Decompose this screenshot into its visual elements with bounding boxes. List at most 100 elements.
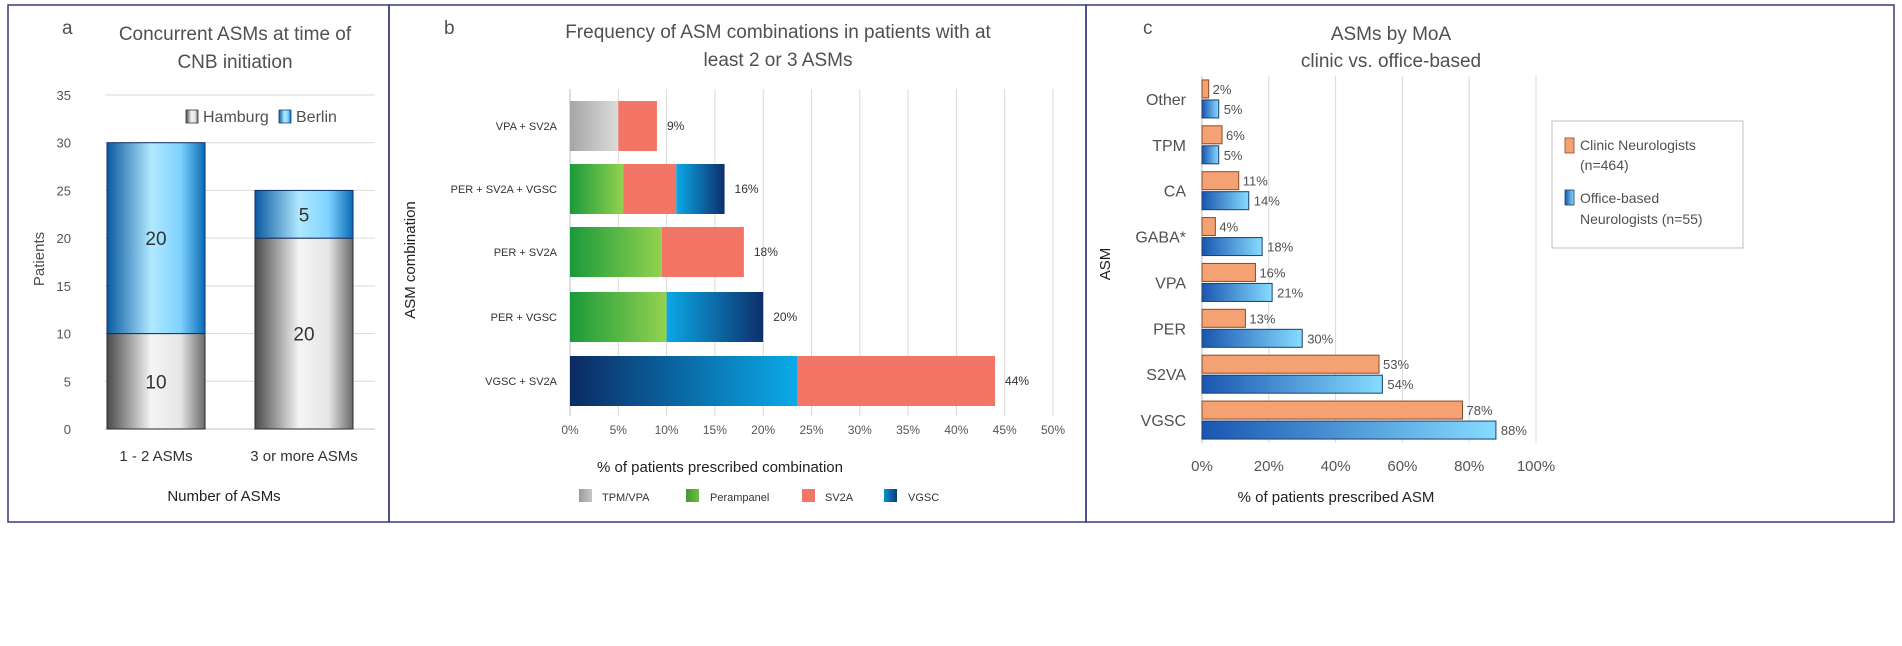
panel-a-y-ticks: 0 5 10 15 20 25 30 35 <box>57 88 71 437</box>
panel-a-title-line-2: CNB initiation <box>177 52 292 73</box>
panel-c-bar-clinic <box>1201 79 1210 99</box>
panel-b-category-label: VGSC + SV2A <box>485 376 558 388</box>
panel-c-category-label: VPA <box>1155 275 1186 292</box>
panel-c-bar-clinic <box>1201 400 1464 420</box>
panel-c-data-label-clinic: 78% <box>1467 403 1493 418</box>
panel-a-bar-berlin <box>254 189 354 239</box>
panel-c-category-label: TPM <box>1152 138 1186 155</box>
panel-c-letter: c <box>1143 18 1153 39</box>
panel-b-category-label: VPA + SV2A <box>496 121 558 133</box>
panel-c-x-ticks: 0% 20% 40% 60% 80% 100% <box>1191 458 1555 475</box>
panel-b-x-tick-label: 30% <box>848 423 872 437</box>
panel-b-bar-segment-vgsc <box>676 164 725 214</box>
panel-c-bar-office <box>1201 237 1263 257</box>
panel-a-title-line-1: Concurrent ASMs at time of <box>119 24 352 45</box>
panel-a-legend: Hamburg Berlin <box>185 109 337 126</box>
legend-perampanel-label: Perampanel <box>710 492 769 504</box>
legend-perampanel-swatch <box>686 489 699 502</box>
panel-c-legend: Clinic Neurologists (n=464) Office-based… <box>1551 120 1744 249</box>
panel-c-bar-clinic <box>1201 125 1223 145</box>
panel-b-x-tick-label: 25% <box>799 423 823 437</box>
panel-a-y-tick-label: 10 <box>57 327 71 342</box>
panel-a-y-tick-label: 0 <box>64 422 71 437</box>
panel-b-letter: b <box>444 18 455 39</box>
panel-b-bar-segment-vgsc <box>570 356 798 406</box>
panel-b-x-tick-label: 20% <box>751 423 775 437</box>
panel-b-title-line-1: Frequency of ASM combinations in patient… <box>565 22 991 43</box>
legend-clinic-label-line-1: Clinic Neurologists <box>1580 137 1696 153</box>
panel-b-bar-segment-sv2a <box>797 356 996 406</box>
panel-c-x-tick-label: 100% <box>1517 458 1555 475</box>
panel-c-title-line-1: ASMs by MoA <box>1331 24 1452 45</box>
panel-c-data-label-clinic: 16% <box>1259 265 1285 280</box>
panel-b-data-label: 9% <box>667 119 685 133</box>
panel-c-bar-office <box>1201 282 1273 302</box>
panel-c-data-label-clinic: 53% <box>1383 357 1409 372</box>
panel-a-x-tick-label: 3 or more ASMs <box>250 448 358 465</box>
legend-clinic-label-line-2: (n=464) <box>1580 157 1629 173</box>
panel-c-bar-office <box>1201 328 1303 348</box>
panel-c-category-label: S2VA <box>1146 367 1186 384</box>
panel-b-bar-segment-perampanel <box>570 164 624 214</box>
panel-c-title-line-2: clinic vs. office-based <box>1301 51 1481 72</box>
panel-c-bar-office <box>1201 420 1497 440</box>
legend-clinic-swatch <box>1564 137 1575 154</box>
panel-b-data-label: 16% <box>735 182 759 196</box>
panel-b-x-tick-label: 15% <box>703 423 727 437</box>
panel-c-x-tick-label: 40% <box>1321 458 1351 475</box>
panel-a-y-tick-label: 30 <box>57 136 71 151</box>
legend-berlin-swatch <box>278 109 292 124</box>
panel-c-frame <box>1085 4 1895 523</box>
legend-sv2a-swatch <box>802 489 815 502</box>
panel-b-bar-segment-vgsc <box>666 292 764 342</box>
panel-c-bar-clinic <box>1201 354 1380 374</box>
legend-berlin-label: Berlin <box>296 109 337 126</box>
panel-b-bar-segment-perampanel <box>570 292 667 342</box>
panel-c-data-label-office: 30% <box>1307 331 1333 346</box>
panel-a-bar-berlin <box>106 142 206 335</box>
panel-c-category-label: VGSC <box>1141 413 1186 430</box>
panel-c-bar-clinic <box>1201 262 1256 282</box>
panel-c-data-label-clinic: 6% <box>1226 128 1245 143</box>
panel-a-y-tick-label: 20 <box>57 231 71 246</box>
panel-c-category-label: PER <box>1153 321 1186 338</box>
panel-c-x-tick-label: 80% <box>1454 458 1484 475</box>
panel-b-x-axis-label: % of patients prescribed combination <box>597 459 843 476</box>
legend-office-label-line-1: Office-based <box>1580 190 1659 206</box>
panel-a-y-tick-label: 15 <box>57 279 71 294</box>
panel-c-data-label-clinic: 4% <box>1219 220 1238 235</box>
panel-a-letter: a <box>62 18 73 39</box>
legend-office-label-line-2: Neurologists (n=55) <box>1580 211 1703 227</box>
panel-c-data-label-clinic: 13% <box>1249 311 1275 326</box>
panel-b-chart: Frequency of ASM combinations in patient… <box>402 22 1065 504</box>
panel-c-x-tick-label: 60% <box>1387 458 1417 475</box>
panel-a-data-label: 20 <box>293 325 314 346</box>
panel-a-data-label: 20 <box>145 229 166 250</box>
legend-vgsc-label: VGSC <box>908 492 939 504</box>
panel-b-x-tick-label: 50% <box>1041 423 1065 437</box>
panel-a-y-tick-label: 25 <box>57 183 71 198</box>
panel-a-x-axis-label: Number of ASMs <box>167 488 280 505</box>
panel-b-title-line-2: least 2 or 3 ASMs <box>704 50 853 71</box>
legend-hamburg-label: Hamburg <box>203 109 269 126</box>
panel-a-x-ticks: 1 - 2 ASMs 3 or more ASMs <box>119 448 357 465</box>
panel-a-bar-hamburg <box>254 237 354 430</box>
panel-c-bar-office <box>1201 374 1383 394</box>
legend-vgsc-swatch <box>884 489 897 502</box>
panel-b-bar-segment-tpm-vpa <box>570 101 619 151</box>
panel-b-bars: 9% 16% 18% 20% 44% <box>570 101 1029 406</box>
panel-b-bar-segment-sv2a <box>618 101 657 151</box>
legend-tpmvpa-swatch <box>579 489 592 502</box>
panel-a-bar-hamburg <box>106 333 206 430</box>
panel-c-category-label: GABA* <box>1135 230 1186 247</box>
panel-c-bar-clinic <box>1201 171 1240 191</box>
panel-c-data-label-office: 5% <box>1224 148 1243 163</box>
panel-b-legend: TPM/VPA Perampanel SV2A VGSC <box>579 489 939 504</box>
panel-b-category-labels: VPA + SV2A PER + SV2A + VGSC PER + SV2A PER… <box>451 121 558 388</box>
panel-c-data-label-office: 54% <box>1387 377 1413 392</box>
panel-b-data-label: 44% <box>1005 374 1029 388</box>
panel-c-bar-office <box>1201 191 1250 211</box>
legend-hamburg-swatch <box>185 109 199 124</box>
panel-c-bar-office <box>1201 145 1220 165</box>
panel-a-y-tick-label: 5 <box>64 374 71 389</box>
